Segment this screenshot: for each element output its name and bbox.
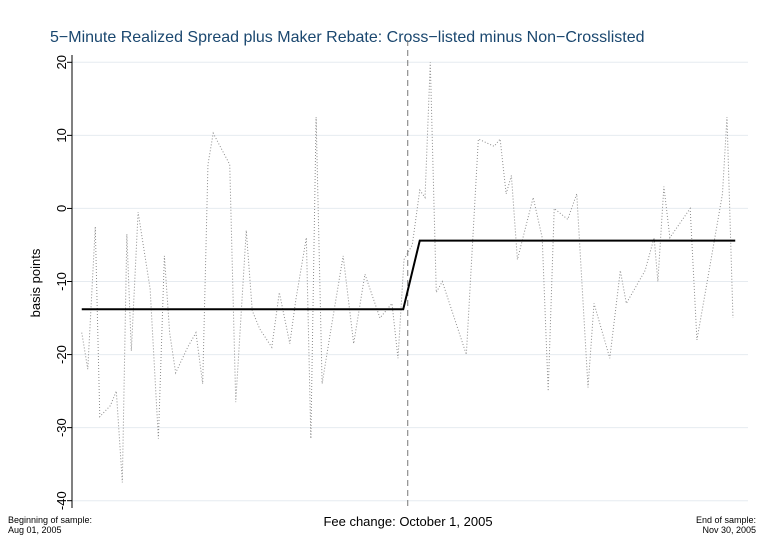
chart-title: 5−Minute Realized Spread plus Maker Reba… [50,29,645,46]
start-date: Aug 01, 2005 [8,525,62,535]
y-tick-label: 10 [54,128,69,142]
event-label: Fee change: October 1, 2005 [323,514,492,529]
y-tick-label: 0 [54,205,69,212]
end-date: Nov 30, 2005 [702,525,756,535]
y-axis-label: basis points [28,248,43,317]
y-tick-label: -40 [54,491,69,510]
y-tick-label: -30 [54,418,69,437]
start-label: Beginning of sample: [8,515,92,525]
y-tick-label: -10 [54,272,69,291]
y-tick-label: -20 [54,345,69,364]
series-line [81,239,736,311]
end-label: End of sample: [696,515,756,525]
y-tick-label: 20 [54,55,69,69]
